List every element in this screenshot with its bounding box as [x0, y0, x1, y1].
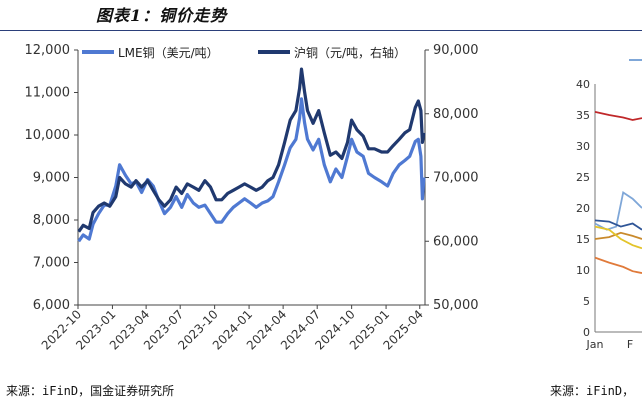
- side-y-tick-label: 20: [576, 202, 590, 215]
- y-left-tick-label: 12,000: [25, 43, 71, 58]
- side-y-tick-label: 35: [576, 109, 590, 122]
- y-right-tick-label: 70,000: [433, 171, 479, 186]
- y-right-tick-label: 60,000: [433, 234, 479, 249]
- y-left-tick-label: 10,000: [25, 128, 71, 143]
- side-y-tick-label: 15: [576, 233, 590, 246]
- y-right-tick-label: 80,000: [433, 107, 479, 122]
- figure-title: 图表1：铜价走势: [96, 6, 228, 25]
- side-y-tick-label: 0: [583, 326, 590, 339]
- copper-price-chart-svg: 6,000 7,000 8,000 9,000 10,000 11,000 12,000 50…: [25, 43, 479, 353]
- side-y-tick-label: 25: [576, 171, 590, 184]
- side-y-tick-label: 30: [576, 140, 590, 153]
- side-series-line: [594, 111, 642, 121]
- legend-label: LME铜（美元/吨）: [118, 45, 219, 60]
- copper-price-chart: 6,000 7,000 8,000 9,000 10,000 11,000 12,000 50…: [0, 32, 545, 377]
- source-note-left: 来源：iFinD，国金证券研究所: [6, 384, 175, 398]
- title-divider: [0, 30, 642, 31]
- y-left-tick-label: 6,000: [33, 298, 70, 313]
- y-right-tick-label: 90,000: [433, 43, 479, 58]
- y-left-tick-label: 7,000: [33, 256, 70, 271]
- y-right-tick-label: 50,000: [433, 298, 479, 313]
- lme-copper-line: [77, 97, 426, 243]
- source-note-right: 来源：iFinD，: [550, 384, 635, 398]
- side-x-tick-label: F: [627, 338, 633, 351]
- side-series-line: [594, 225, 642, 250]
- side-series-line: [594, 256, 642, 274]
- side-x-tick-label: Jan: [586, 338, 604, 351]
- side-y-tick-label: 5: [583, 295, 590, 308]
- side-series-line: [594, 219, 642, 231]
- side-chart-svg: 0 5 10 15 20 25 30 35 40 Jan F: [576, 59, 642, 351]
- y-left-tick-label: 8,000: [33, 213, 70, 228]
- side-y-tick-label: 40: [576, 78, 590, 91]
- y-left-tick-label: 9,000: [33, 171, 70, 186]
- legend-label: 沪铜（元/吨，右轴）: [294, 45, 406, 60]
- y-left-tick-label: 11,000: [25, 86, 71, 101]
- side-series-line: [594, 231, 642, 240]
- shfe-copper-line: [77, 67, 426, 233]
- side-y-tick-label: 10: [576, 264, 590, 277]
- side-chart-panel: 0 5 10 15 20 25 30 35 40 Jan F: [545, 32, 642, 377]
